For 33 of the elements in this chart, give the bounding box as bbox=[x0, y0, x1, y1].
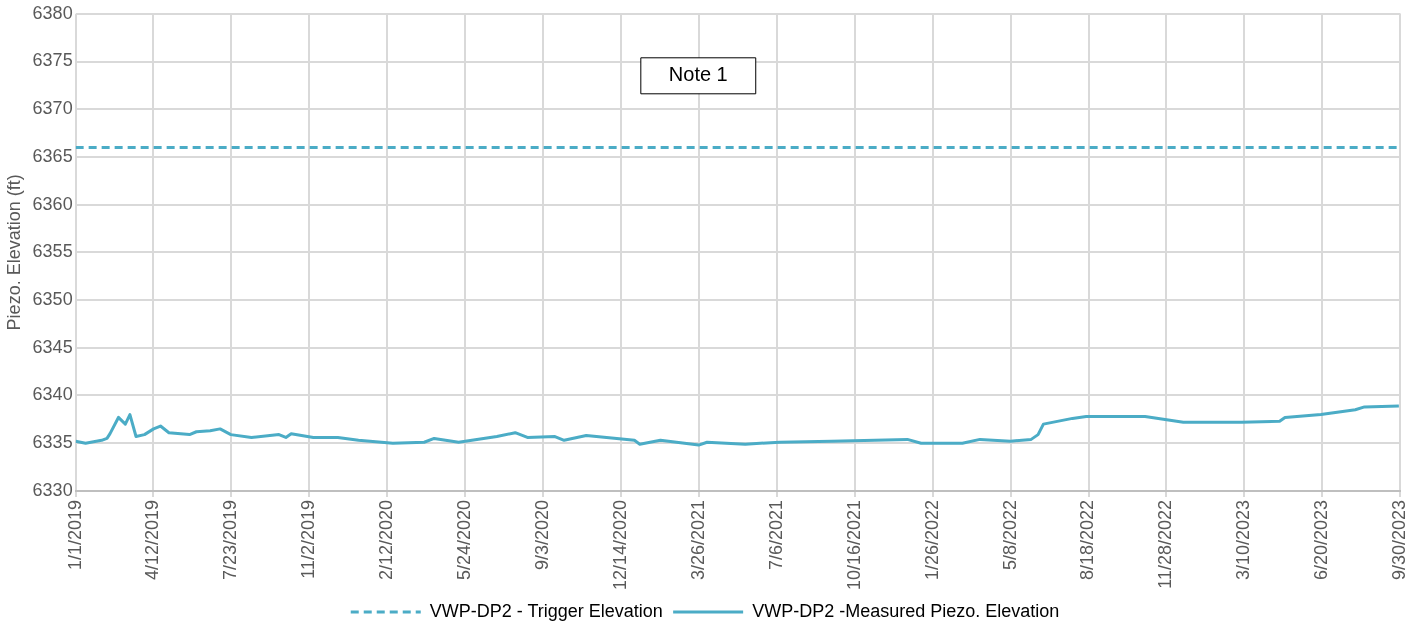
y-tick-label: 6370 bbox=[32, 98, 73, 119]
y-tick-label: 6340 bbox=[32, 384, 73, 405]
x-tick-label: 12/14/2020 bbox=[609, 499, 630, 591]
x-tick-label: 11/28/2022 bbox=[1155, 499, 1176, 589]
x-tick-label: 11/2/2019 bbox=[297, 499, 318, 579]
x-tick-label: 3/26/2021 bbox=[687, 499, 708, 580]
y-tick-label: 6360 bbox=[32, 193, 73, 214]
x-tick-label: 1/1/2019 bbox=[64, 499, 85, 570]
annotation: Note 1 bbox=[668, 63, 728, 86]
y-axis-title: Piezo. Elevation (ft) bbox=[3, 174, 24, 331]
y-tick-label: 6345 bbox=[32, 336, 73, 357]
x-tick-label: 1/26/2022 bbox=[921, 499, 942, 580]
legend-label: VWP-DP2 - Trigger Elevation bbox=[429, 600, 663, 621]
x-tick-label: 4/12/2019 bbox=[141, 499, 162, 580]
y-tick-label: 6355 bbox=[32, 241, 73, 262]
x-tick-label: 9/3/2020 bbox=[531, 499, 552, 570]
x-tick-label: 9/30/2023 bbox=[1389, 499, 1410, 580]
y-tick-label: 6380 bbox=[32, 2, 73, 23]
x-tick-label: 7/23/2019 bbox=[219, 499, 240, 580]
x-tick-label: 10/16/2021 bbox=[843, 499, 864, 591]
x-tick-label: 2/12/2020 bbox=[375, 499, 396, 580]
x-tick-label: 5/8/2022 bbox=[999, 499, 1020, 570]
x-tick-label: 6/20/2023 bbox=[1311, 499, 1332, 580]
x-tick-label: 5/24/2020 bbox=[453, 499, 474, 580]
y-tick-label: 6350 bbox=[32, 289, 73, 310]
y-tick-label: 6335 bbox=[32, 432, 73, 453]
x-tick-label: 7/6/2021 bbox=[765, 499, 786, 570]
x-tick-label: 8/18/2022 bbox=[1077, 499, 1098, 580]
y-tick-label: 6375 bbox=[32, 50, 73, 71]
y-tick-label: 6365 bbox=[32, 145, 73, 166]
legend-label: VWP-DP2 -Measured Piezo. Elevation bbox=[752, 600, 1060, 621]
y-tick-label: 6330 bbox=[32, 479, 73, 500]
x-tick-label: 3/10/2023 bbox=[1233, 499, 1254, 580]
